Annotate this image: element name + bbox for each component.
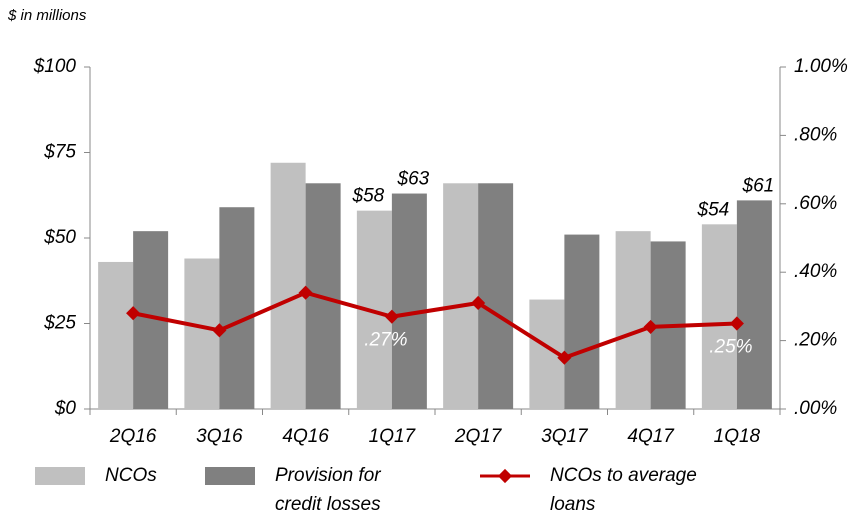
x-tick-label: 4Q17 <box>627 426 675 447</box>
chart-subtitle: $ in millions <box>7 7 87 24</box>
y-tick-label: $50 <box>43 227 76 248</box>
bar <box>736 200 772 409</box>
y2-tick-label: .20% <box>794 330 837 351</box>
y2-tick-label: .80% <box>794 124 837 145</box>
data-label: $58 <box>352 186 385 207</box>
legend-label: Provision for credit losses <box>275 465 381 515</box>
y2-tick-label: .60% <box>794 193 837 214</box>
bar <box>98 261 134 409</box>
bar <box>219 207 255 409</box>
bar <box>184 258 220 409</box>
y-tick-label: $25 <box>43 313 76 334</box>
bar <box>478 183 514 409</box>
legend-swatch <box>35 467 85 485</box>
data-label: $61 <box>742 175 775 196</box>
bar <box>615 231 651 409</box>
marker <box>557 350 572 365</box>
bar <box>391 193 427 409</box>
marker <box>212 323 227 338</box>
bar <box>564 234 600 409</box>
y2-tick-label: .40% <box>794 261 837 282</box>
x-tick-label: 3Q17 <box>541 426 589 447</box>
y2-tick-label: 1.00% <box>794 56 848 77</box>
legend-swatch <box>205 467 255 485</box>
x-tick-label: 2Q16 <box>109 426 157 447</box>
data-label: $54 <box>697 199 730 220</box>
legend-label: NCOs <box>105 465 157 486</box>
data-label: $63 <box>397 169 430 190</box>
y2-tick-label: .00% <box>794 398 837 419</box>
bar <box>701 224 737 409</box>
bar <box>270 162 306 409</box>
marker <box>126 306 141 321</box>
x-tick-label: 2Q17 <box>454 426 503 447</box>
data-label: .25% <box>709 337 752 358</box>
marker <box>298 285 313 300</box>
legend-label: NCOs to average loans <box>550 465 697 515</box>
marker <box>471 295 486 311</box>
data-label: .27% <box>364 330 407 351</box>
x-tick-label: 1Q17 <box>369 426 417 447</box>
y-tick-label: $0 <box>54 398 77 419</box>
marker <box>643 319 658 334</box>
x-tick-label: 4Q16 <box>282 426 329 447</box>
y-tick-label: $75 <box>43 142 76 163</box>
bar <box>443 183 479 409</box>
legend-marker <box>497 468 513 484</box>
line <box>132 290 737 360</box>
marker <box>384 309 399 324</box>
x-tick-label: 1Q18 <box>714 426 761 447</box>
marker <box>729 316 744 331</box>
y-tick-label: $100 <box>33 56 77 77</box>
x-tick-label: 3Q16 <box>196 426 243 447</box>
